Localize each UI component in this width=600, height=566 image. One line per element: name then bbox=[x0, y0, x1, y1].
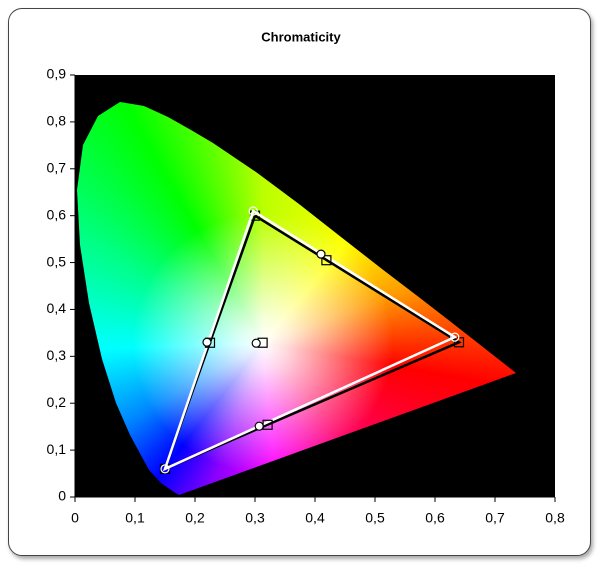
marker bbox=[248, 206, 258, 216]
y-tick-label: 0 bbox=[58, 488, 66, 504]
x-tick-label: 0 bbox=[71, 510, 79, 526]
x-tick-label: 0,1 bbox=[125, 510, 145, 526]
marker bbox=[254, 421, 264, 431]
chart-title: Chromaticity bbox=[261, 29, 341, 44]
marker bbox=[160, 464, 170, 474]
y-tick-label: 0,7 bbox=[47, 159, 67, 175]
marker bbox=[450, 332, 460, 342]
y-tick-label: 0,6 bbox=[47, 206, 67, 222]
x-tick-label: 0,4 bbox=[305, 510, 325, 526]
y-tick-label: 0,1 bbox=[47, 441, 67, 457]
marker bbox=[316, 249, 326, 259]
marker bbox=[321, 255, 332, 266]
x-tick-label: 0,2 bbox=[185, 510, 205, 526]
x-tick-label: 0,8 bbox=[545, 510, 565, 526]
y-tick-label: 0,4 bbox=[47, 300, 67, 316]
y-tick-label: 0,9 bbox=[47, 66, 67, 82]
marker bbox=[202, 337, 212, 347]
x-tick-label: 0,7 bbox=[485, 510, 505, 526]
y-tick-label: 0,3 bbox=[47, 347, 67, 363]
x-tick-label: 0,6 bbox=[425, 510, 445, 526]
x-tick-label: 0,5 bbox=[365, 510, 385, 526]
y-tick-label: 0,2 bbox=[47, 394, 67, 410]
marker bbox=[251, 338, 261, 348]
plot-area bbox=[75, 75, 555, 497]
x-tick-label: 0,3 bbox=[245, 510, 265, 526]
y-tick-label: 0,5 bbox=[47, 253, 67, 269]
y-tick-label: 0,8 bbox=[47, 113, 67, 129]
